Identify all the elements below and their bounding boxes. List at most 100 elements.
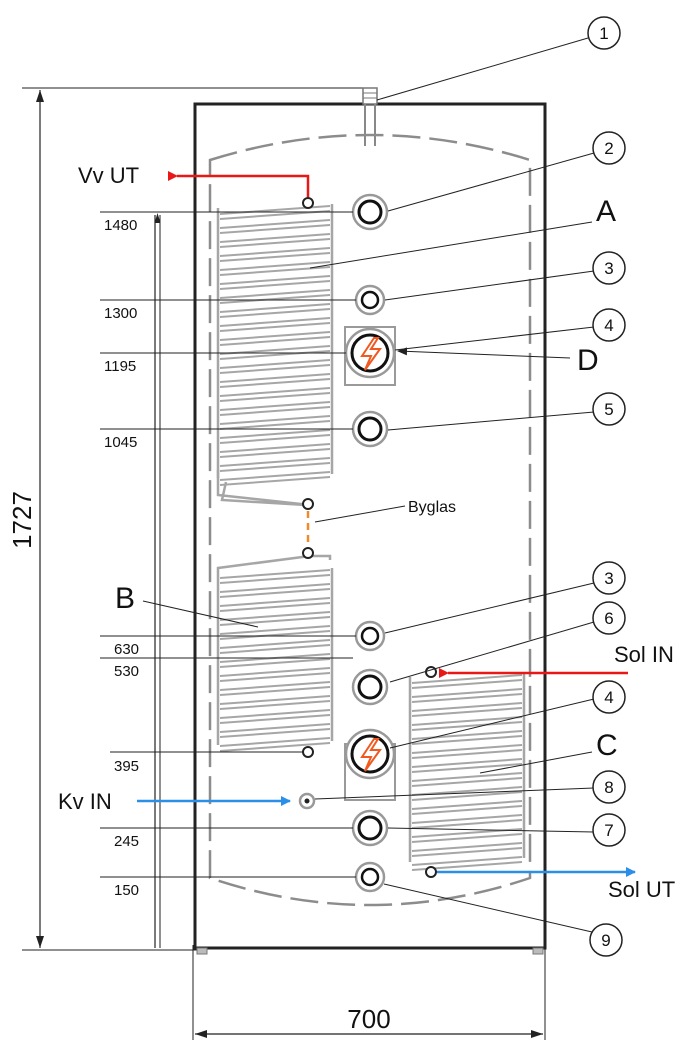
- port-5: [351, 410, 389, 448]
- coil-winding: [411, 721, 523, 731]
- coil-winding: [219, 322, 331, 332]
- callout-3-lower: 3: [592, 561, 626, 595]
- hot-water-outlet: Vv UT: [78, 163, 310, 197]
- coil-winding: [219, 434, 331, 444]
- coil-winding: [219, 714, 331, 724]
- coil-winding: [219, 238, 331, 248]
- coil-winding: [219, 597, 331, 607]
- coil-winding: [219, 625, 331, 635]
- callout-4-number: 4: [604, 316, 613, 335]
- tank-body: [193, 87, 547, 955]
- coil-winding: [219, 261, 331, 271]
- coil-winding: [411, 856, 523, 866]
- callout-4-lower: 4: [592, 680, 626, 714]
- width-dimension: 700: [192, 945, 546, 1040]
- coil-winding: [219, 709, 331, 719]
- coil-winding: [219, 359, 331, 369]
- height-mark: 1045: [104, 434, 137, 451]
- coil-winding: [411, 707, 523, 717]
- byglas-label: Byglas: [408, 499, 456, 516]
- coil-winding: [219, 569, 331, 579]
- coil-b-top-loop: [216, 554, 332, 572]
- hot-water-outlet-label: Vv UT: [78, 163, 139, 188]
- port-3-upper: [354, 284, 386, 316]
- coil-winding: [219, 252, 331, 262]
- coil-winding: [219, 219, 331, 229]
- coil-winding: [219, 681, 331, 691]
- callout-9: 9: [589, 923, 623, 957]
- coil-winding: [411, 674, 523, 684]
- coil-winding: [219, 280, 331, 290]
- cold-water-inlet: Kv IN: [58, 789, 291, 814]
- coil-winding: [219, 686, 331, 696]
- coil-a: [216, 204, 334, 486]
- coil-winding: [219, 457, 331, 467]
- solar-inlet-label: Sol IN: [614, 642, 674, 667]
- callout-5: 5: [592, 392, 626, 426]
- coil-a-top-terminal: [302, 197, 314, 209]
- coil-winding: [219, 695, 331, 705]
- callout-3-upper: 3: [592, 251, 626, 285]
- coil-winding: [219, 737, 331, 747]
- coil-winding: [219, 247, 331, 257]
- coil-winding: [219, 387, 331, 397]
- coil-winding: [219, 350, 331, 360]
- coil-winding: [411, 716, 523, 726]
- coil-winding: [219, 443, 331, 453]
- coil-winding: [219, 303, 331, 313]
- callout-4-number: 4: [604, 688, 613, 707]
- coil-winding: [219, 630, 331, 640]
- cold-water-inlet-label: Kv IN: [58, 789, 112, 814]
- coil-winding: [219, 700, 331, 710]
- coil-winding: [411, 735, 523, 745]
- coil-winding: [219, 742, 331, 752]
- coil-winding: [219, 574, 331, 584]
- coil-winding: [219, 639, 331, 649]
- coil-a-bottom-loop: [216, 470, 311, 507]
- port-7: [351, 809, 389, 847]
- coil-winding: [219, 373, 331, 383]
- height-dimension-label: 1727: [7, 491, 37, 549]
- width-dimension-label: 700: [347, 1004, 390, 1034]
- coil-winding: [411, 763, 523, 773]
- coil-winding: [411, 702, 523, 712]
- coil-winding: [219, 429, 331, 439]
- coil-winding: [411, 814, 523, 824]
- port-9: [354, 861, 386, 893]
- coil-winding: [219, 224, 331, 234]
- height-mark: 245: [114, 833, 139, 850]
- height-mark: 1195: [104, 358, 136, 375]
- coil-winding: [219, 401, 331, 411]
- letter-d: D: [577, 344, 599, 377]
- callout-6: 6: [592, 601, 626, 635]
- height-mark-lines: [100, 211, 356, 878]
- callout-2: 2: [592, 131, 626, 165]
- coil-winding: [219, 672, 331, 682]
- coil-winding: [411, 847, 523, 857]
- coil-winding: [219, 275, 331, 285]
- callout-3-number: 3: [604, 569, 613, 588]
- solar-outlet-label: Sol UT: [608, 877, 675, 902]
- coil-b-bottom-terminal: [302, 746, 314, 758]
- coil-winding: [219, 331, 331, 341]
- callout-2-number: 2: [604, 139, 613, 158]
- coil-winding: [219, 364, 331, 374]
- coil-winding: [219, 336, 331, 346]
- coil-winding: [219, 392, 331, 402]
- coil-winding: [219, 448, 331, 458]
- coil-winding: [219, 658, 331, 668]
- coil-winding: [411, 693, 523, 703]
- letter-a: A: [596, 195, 616, 228]
- coil-winding: [219, 308, 331, 318]
- solar-inlet: Sol IN: [439, 642, 674, 678]
- coil-winding: [219, 378, 331, 388]
- coil-winding: [219, 415, 331, 425]
- coil-winding: [219, 317, 331, 327]
- letter-b: B: [115, 582, 135, 615]
- coil-winding: [219, 644, 331, 654]
- coil-winding: [411, 749, 523, 759]
- coil-winding: [411, 777, 523, 787]
- coil-winding: [219, 266, 331, 276]
- coil-winding: [411, 786, 523, 796]
